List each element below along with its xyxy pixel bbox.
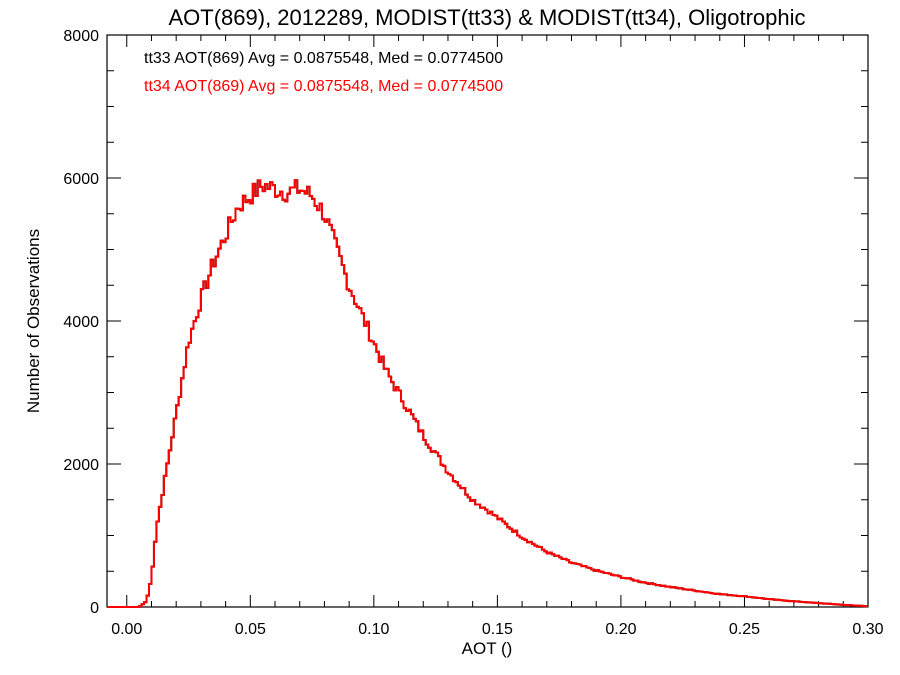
plot-area-border xyxy=(106,34,869,608)
axis-ticks: 0.00 0.05 0.10 0.15 0.20 0.25 0.30 0 2000 4000 600… xyxy=(63,28,883,638)
plot-frame xyxy=(106,34,869,608)
legend-entry: tt34 AOT(869) Avg = 0.0875548, Med = 0.0… xyxy=(144,78,503,95)
x-tick-label: 0.15 xyxy=(482,621,513,638)
y-tick-label: 0 xyxy=(90,600,99,617)
series-line-tt34 xyxy=(107,179,868,608)
x-tick-label: 0.25 xyxy=(729,621,760,638)
x-axis-label: AOT () xyxy=(462,639,513,658)
x-tick-label: 0.30 xyxy=(852,621,883,638)
x-tick-label: 0.05 xyxy=(235,621,266,638)
legend: tt33 AOT(869) Avg = 0.0875548, Med = 0.0… xyxy=(144,50,503,95)
series-layer xyxy=(107,179,868,608)
y-axis-label: Number of Observations xyxy=(24,229,43,413)
y-tick-label: 2000 xyxy=(63,457,99,474)
x-tick-label: 0.20 xyxy=(605,621,636,638)
x-tick-label: 0.00 xyxy=(111,621,142,638)
y-tick-label: 8000 xyxy=(63,28,99,45)
y-tick-label: 6000 xyxy=(63,171,99,188)
chart-title: AOT(869), 2012289, MODIST(tt33) & MODIST… xyxy=(169,5,806,30)
y-tick-label: 4000 xyxy=(63,314,99,331)
legend-entry: tt33 AOT(869) Avg = 0.0875548, Med = 0.0… xyxy=(144,50,503,67)
x-tick-label: 0.10 xyxy=(358,621,389,638)
